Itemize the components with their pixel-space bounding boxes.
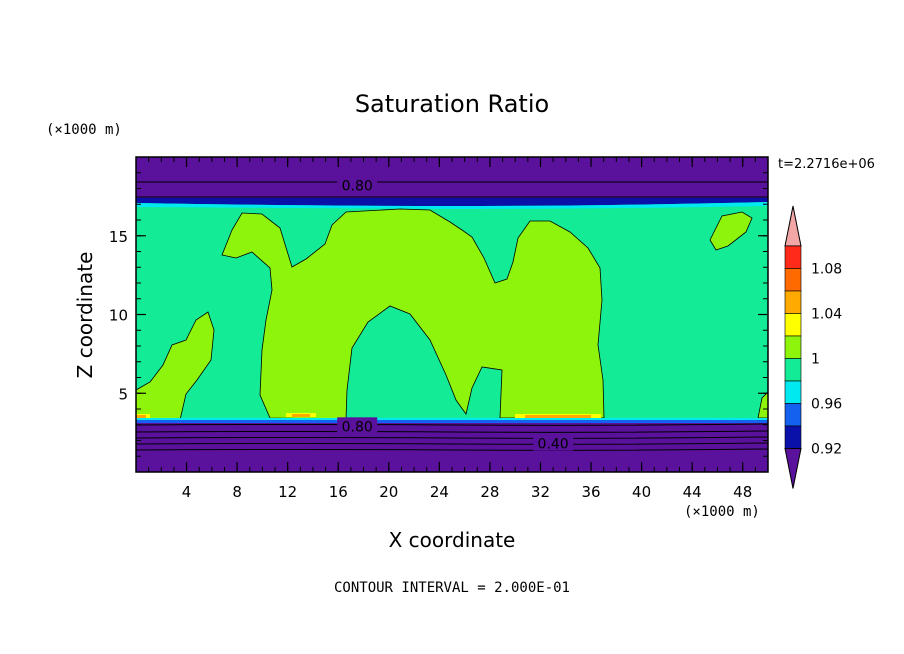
contour-label: 0.80 — [342, 178, 373, 194]
x-tick-label: 8 — [232, 483, 242, 501]
colorbar-swatch — [784, 313, 802, 337]
cloud-cell-right — [709, 211, 753, 251]
contour-labels: 0.80 0.80 0.40 — [337, 176, 574, 453]
streak-orange-3 — [136, 415, 146, 418]
y-tick-label: 5 — [118, 385, 128, 403]
colorbar-swatch — [784, 403, 802, 427]
colorbar-swatch — [784, 268, 802, 292]
x-axis: 4 8 12 16 20 24 28 32 36 40 44 48 — [148, 157, 756, 501]
x-tick-label: 12 — [278, 483, 297, 501]
colorbar-bottom-arrow — [784, 448, 802, 489]
field-upper-gradient-cyan — [136, 202, 768, 209]
x-axis-label: X coordinate — [389, 528, 516, 552]
contour-label-bg — [337, 417, 378, 434]
contour-interval-note: CONTOUR INTERVAL = 2.000E-01 — [334, 580, 570, 596]
colorbar-top-arrow — [784, 205, 802, 247]
colorbar-label: 0.92 — [811, 442, 842, 458]
contour-line-lower-5 — [136, 448, 768, 451]
contour-line-lower-3 — [136, 436, 768, 439]
field-upper-dry-layer — [136, 157, 768, 201]
contour-label-bg — [533, 434, 574, 451]
chart-title: Saturation Ratio — [355, 90, 549, 118]
cloud-cell-left — [136, 311, 215, 421]
x-tick-label: 28 — [480, 483, 499, 501]
colorbar-swatch — [784, 290, 802, 314]
x-tick-label: 44 — [683, 483, 702, 501]
colorbar-label: 1 — [811, 352, 820, 368]
colorbar-label: 1.08 — [811, 262, 842, 278]
field-upper-gradient-blue — [136, 198, 768, 206]
colorbar-swatch — [784, 380, 802, 404]
plot-area — [136, 157, 768, 472]
y-axis: 5 10 15 — [109, 172, 768, 457]
y-tick-label: 15 — [109, 228, 128, 246]
x-tick-label: 24 — [430, 483, 449, 501]
streak-orange-2 — [525, 415, 591, 418]
x-unit-label: (×1000 m) — [684, 504, 760, 520]
contour-line-lower-1 — [136, 423, 768, 426]
x-tick-label: 36 — [581, 483, 600, 501]
x-tick-label: 40 — [632, 483, 651, 501]
x-tick-label: 4 — [182, 483, 192, 501]
colorbar: 1.08 1.04 1 0.96 0.92 — [784, 205, 842, 489]
colorbar-swatch — [784, 245, 802, 269]
contour-line-lower-2 — [136, 430, 768, 433]
streak-orange-1 — [292, 414, 310, 417]
colorbar-swatch — [784, 335, 802, 359]
time-label: t=2.2716e+06 — [778, 157, 875, 172]
y-unit-label: (×1000 m) — [46, 122, 122, 138]
y-tick-label: 10 — [109, 307, 128, 325]
contour-label: 0.40 — [538, 437, 569, 453]
x-tick-label: 32 — [531, 483, 550, 501]
colorbar-swatch — [784, 425, 802, 449]
contour-label: 0.80 — [342, 419, 373, 435]
contour-line-lower-4 — [136, 442, 768, 445]
field-lower-dry-layer — [136, 423, 768, 472]
colorbar-label: 1.04 — [811, 307, 842, 323]
x-tick-label: 48 — [733, 483, 752, 501]
contour-label-bg — [337, 176, 378, 193]
colorbar-label: 0.96 — [811, 397, 842, 413]
x-tick-label: 20 — [379, 483, 398, 501]
y-axis-label: Z coordinate — [73, 252, 97, 379]
colorbar-swatch — [784, 358, 802, 382]
x-tick-label: 16 — [329, 483, 348, 501]
